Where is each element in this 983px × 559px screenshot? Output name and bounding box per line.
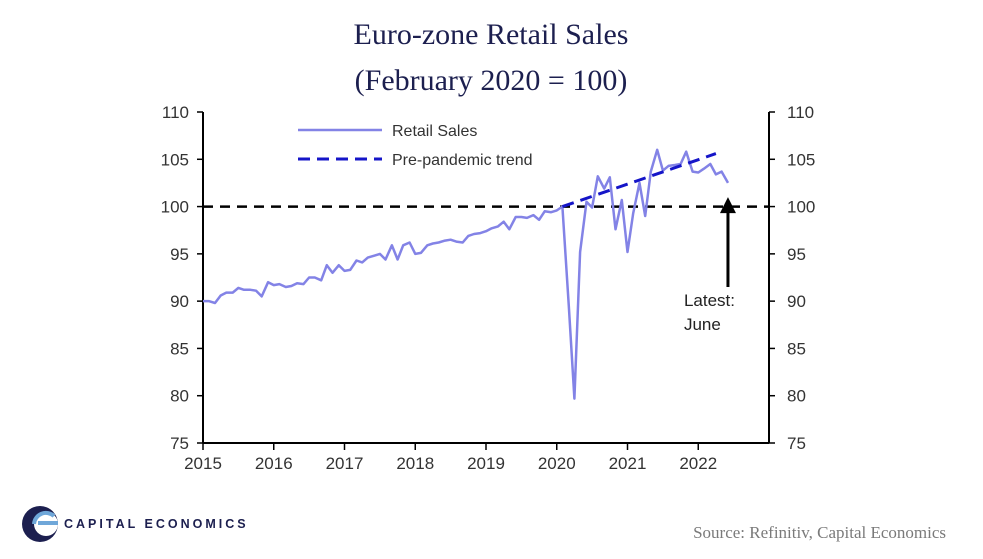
y-tick-label-left: 90 [170,292,189,311]
x-tick-label: 2021 [609,454,647,473]
source-text: Source: Refinitiv, Capital Economics [693,523,946,542]
y-tick-label-left: 80 [170,387,189,406]
annotation-text: Latest: [684,291,735,310]
legend: Retail Sales Pre-pandemic trend [298,123,533,169]
series-layer [203,148,730,400]
y-tick-label-left: 75 [170,434,189,453]
y-axis-left-ticks: 75 80 85 90 95 100 105 110 [161,103,203,453]
y-tick-label-right: 100 [787,198,815,217]
x-tick-label: 2018 [396,454,434,473]
series-line-trend [561,152,717,209]
legend-label: Retail Sales [392,123,477,140]
y-tick-label-left: 85 [170,339,189,358]
y-tick-label-right: 95 [787,245,806,264]
x-tick-label: 2015 [184,454,222,473]
x-tick-label: 2022 [679,454,717,473]
chart-subtitle: (February 2020 = 100) [355,64,628,97]
x-tick-label: 2016 [255,454,293,473]
annotation-arrow-head [719,197,736,214]
y-tick-label-left: 95 [170,245,189,264]
chart-title: Euro-zone Retail Sales [354,18,629,51]
x-tick-label: 2020 [538,454,576,473]
legend-label: Pre-pandemic trend [392,152,533,169]
x-tick-label: 2017 [326,454,364,473]
y-tick-label-right: 90 [787,292,806,311]
x-tick-label: 2019 [467,454,505,473]
brand-name: CAPITAL ECONOMICS [64,517,249,531]
y-axis-right-ticks: 75 80 85 90 95 100 105 110 [769,103,815,453]
y-tick-label-right: 80 [787,387,806,406]
y-tick-label-left: 105 [161,150,189,169]
y-tick-label-right: 110 [787,103,814,122]
annotation-latest: Latest: June [684,197,736,334]
y-tick-label-right: 85 [787,339,806,358]
x-axis-ticks: 2015 2016 2017 2018 2019 2020 2021 2022 [184,443,717,473]
y-tick-label-right: 75 [787,434,806,453]
y-tick-label-left: 110 [162,103,189,122]
series-line-retail-sales [203,148,730,400]
y-tick-label-left: 100 [161,198,189,217]
y-tick-label-right: 105 [787,150,815,169]
annotation-text: June [684,315,721,334]
capital-economics-logo [22,506,58,542]
